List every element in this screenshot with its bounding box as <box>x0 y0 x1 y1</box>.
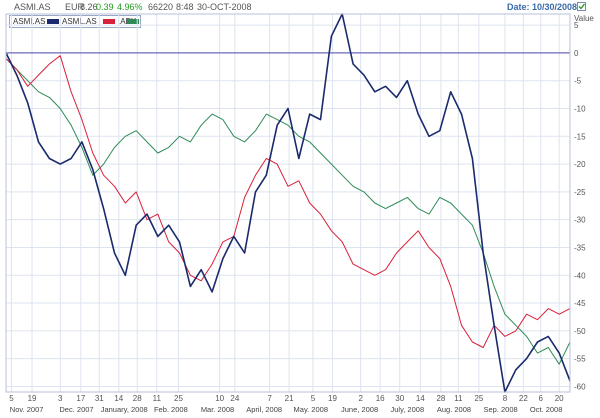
y-tick-label: -50 <box>574 327 586 336</box>
x-tick-label: 20 <box>555 394 564 403</box>
x-month-label: July, 2008 <box>390 405 424 414</box>
grid-lines <box>6 14 570 392</box>
y-tick-label: -20 <box>574 160 586 169</box>
legend-swatch-asml <box>47 19 59 25</box>
x-month-label: June, 2008 <box>341 405 378 414</box>
x-tick-label: 25 <box>474 394 483 403</box>
y-tick-label: -40 <box>574 271 586 280</box>
x-tick-label: 3 <box>58 394 63 403</box>
y-tick-label: 5 <box>574 21 579 30</box>
x-tick-label: 6 <box>538 394 543 403</box>
y-tick-label: -60 <box>574 382 586 391</box>
x-month-label: January, 2008 <box>101 405 148 414</box>
y-tick-label: 0 <box>574 49 579 58</box>
series-lines <box>5 13 571 393</box>
y-tick-label: -5 <box>574 77 582 86</box>
plot-frame <box>5 13 571 393</box>
x-tick-label: 21 <box>285 394 294 403</box>
quote-header: ASMI.AS EUR 8.26 0.39 4.96% 66220 8:48 3… <box>0 0 600 14</box>
x-tick-label: 5 <box>9 394 14 403</box>
x-tick-label: 28 <box>133 394 142 403</box>
x-tick-label: 11 <box>153 394 162 403</box>
x-month-label: Feb. 2008 <box>154 405 188 414</box>
x-month-label: May. 2008 <box>294 405 328 414</box>
quote-volume: 66220 <box>148 2 174 12</box>
x-month-label: Nov. 2007 <box>10 405 44 414</box>
x-tick-label: 11 <box>454 394 463 403</box>
legend-label-asml: ASML.AS <box>62 17 97 26</box>
quote-currency: EUR <box>65 2 85 12</box>
x-tick-label: 28 <box>436 394 445 403</box>
x-month-label: Sep. 2008 <box>483 405 517 414</box>
plot-border <box>5 13 571 393</box>
x-tick-label: 17 <box>76 394 85 403</box>
quote-date: 30-OCT-2008 <box>197 2 252 12</box>
x-tick-label: 31 <box>95 394 104 403</box>
x-tick-label: 19 <box>28 394 37 403</box>
x-tick-label: 19 <box>328 394 337 403</box>
x-tick-label: 14 <box>416 394 425 403</box>
x-tick-label: 30 <box>395 394 404 403</box>
y-tick-label: -45 <box>574 299 586 308</box>
quote-change-pct: 4.96% <box>117 2 143 12</box>
legend-item-third[interactable] <box>127 16 142 27</box>
x-month-label: Aug. 2008 <box>437 405 471 414</box>
quote-time: 8:48 <box>176 2 194 12</box>
series-line-unnamed <box>5 58 571 365</box>
y-tick-label: -30 <box>574 216 586 225</box>
quote-change: 0.39 <box>96 2 114 12</box>
x-month-label: Mar. 2008 <box>201 405 234 414</box>
quote-last: 8.26 <box>80 2 98 12</box>
series-line-aex <box>5 55 571 348</box>
x-month-label: Dec. 2007 <box>59 405 93 414</box>
x-tick-label: 16 <box>376 394 385 403</box>
x-tick-label: 5 <box>311 394 316 403</box>
y-tick-label: -55 <box>574 355 586 364</box>
x-axis: 5 19 3 17 31 14 28 11 25 10 24 7 21 5 19 2 16 30 14 28 11 25 8… <box>9 394 564 414</box>
x-tick-label: 7 <box>267 394 272 403</box>
x-tick-label: 10 <box>215 394 224 403</box>
legend-swatch-aex <box>103 19 115 25</box>
y-tick-label: -10 <box>574 105 586 114</box>
x-month-label: April, 2008 <box>246 405 282 414</box>
legend-item-asml[interactable]: ASML.AS <box>47 16 97 27</box>
x-tick-label: 24 <box>230 394 239 403</box>
y-tick-label: -15 <box>574 132 586 141</box>
x-tick-label: 25 <box>174 394 183 403</box>
y-tick-label: -25 <box>574 188 586 197</box>
chart-settings-icon[interactable] <box>577 2 586 11</box>
x-tick-label: 2 <box>358 394 363 403</box>
x-tick-label: 14 <box>114 394 123 403</box>
x-tick-label: 8 <box>503 394 508 403</box>
quote-symbol: ASMI.AS <box>14 2 51 12</box>
legend-title: ASMI.AS <box>13 17 46 26</box>
x-month-label: Oct. 2008 <box>530 405 563 414</box>
chart-date-label: Date: 10/30/2008 <box>507 2 578 12</box>
y-tick-label: -35 <box>574 243 586 252</box>
legend-swatch-third <box>127 19 139 25</box>
y-axis-label: Value <box>574 14 594 23</box>
series-line-asml-as <box>5 13 571 393</box>
x-tick-label: 22 <box>519 394 528 403</box>
